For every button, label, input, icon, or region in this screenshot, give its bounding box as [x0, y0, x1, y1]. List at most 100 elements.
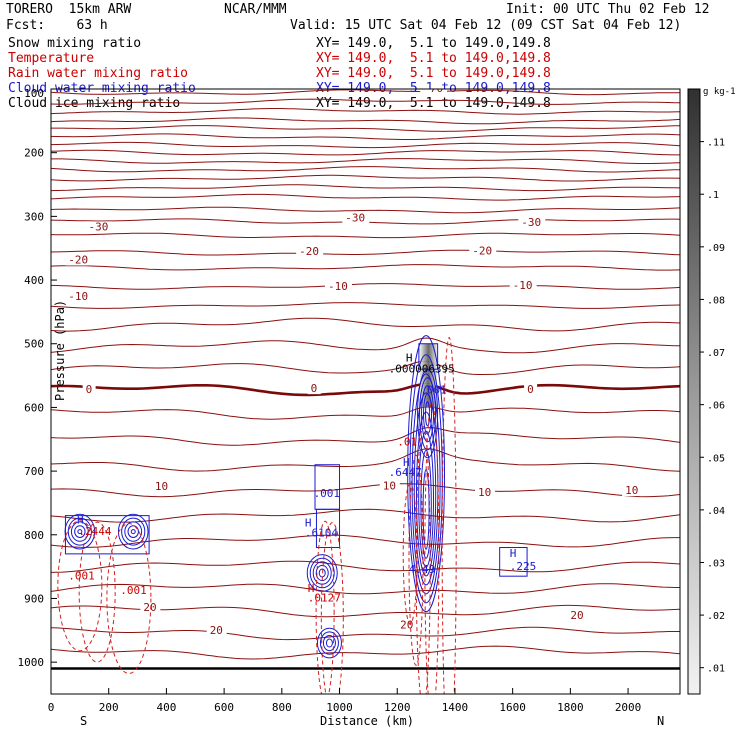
isotherm-label-background	[524, 383, 538, 395]
cloud-water-contour	[309, 557, 335, 589]
field-temperature-name: Temperature	[8, 51, 95, 66]
isotherm-label-background	[420, 89, 448, 95]
isotherm-label-background	[567, 609, 588, 621]
contour-annotation: H	[406, 352, 413, 365]
contour-annotation: .2444	[78, 525, 111, 538]
cloud-water-contour	[415, 411, 437, 577]
field-rain-xy: XY= 149.0, 5.1 to 149.0,149.8	[316, 66, 551, 81]
contour-annotation: .001	[68, 569, 95, 582]
isotherm-label-background	[379, 480, 400, 492]
cloud-water-contour	[315, 564, 329, 582]
rain-water-contour	[408, 454, 424, 666]
isotherm-label-background	[469, 245, 497, 257]
contour-annotation: .001	[420, 383, 447, 396]
cloud-water-contour	[322, 634, 336, 652]
contour-annotation: H	[403, 456, 410, 469]
temperature-isotherm	[51, 193, 680, 201]
organization-label: NCAR/MMM	[224, 2, 287, 17]
x-tick-label: 600	[214, 701, 234, 714]
temperature-isotherm	[51, 108, 680, 115]
valid-time: Valid: 15 UTC Sat 04 Feb 12 (09 CST Sat …	[290, 18, 682, 33]
colorbar-tick-label: .03	[707, 558, 725, 569]
y-tick-label: 300	[24, 210, 44, 223]
cloud-water-contour	[420, 449, 432, 559]
temperature-isotherm	[51, 406, 680, 420]
isotherm-label-background	[324, 281, 352, 293]
colorbar-tick-label: .04	[707, 506, 725, 517]
isotherm-label: -20	[299, 245, 319, 258]
x-tick-label: 400	[156, 701, 176, 714]
contour-annotation: .0127	[308, 592, 341, 605]
x-tick-label: 1000	[326, 701, 353, 714]
cloud-water-contour	[499, 547, 528, 577]
isotherm-label: -10	[68, 290, 88, 303]
isotherm-label: -30	[521, 216, 541, 229]
cloud-water-contour	[409, 354, 443, 604]
isotherm-label: -30	[345, 211, 365, 224]
y-tick-label: 500	[24, 338, 44, 351]
x-tick-label: 1200	[384, 701, 411, 714]
temperature-isotherm	[51, 483, 680, 498]
isotherm-label-background	[206, 625, 227, 637]
y-tick-label: 100	[24, 87, 44, 100]
x-tick-label: 1600	[499, 701, 526, 714]
isotherm-label: 10	[383, 480, 396, 493]
rain-water-contour	[57, 520, 103, 652]
contour-annotation: H	[308, 582, 315, 595]
isotherm-label-background	[296, 246, 324, 258]
colorbar-tick-label: .1	[707, 190, 719, 201]
temperature-isotherm	[51, 166, 680, 173]
isotherm-label: 20	[210, 624, 223, 637]
contour-annotation: .6104	[305, 527, 338, 540]
colorbar-tick-label: .01	[707, 664, 725, 675]
colorbar-tick-label: .02	[707, 611, 725, 622]
cloud-water-contour	[77, 529, 83, 535]
rain-water-contour	[78, 521, 116, 663]
x-tick-label: 200	[99, 701, 119, 714]
rain-water-contour	[441, 337, 457, 694]
x-tick-label: 800	[272, 701, 292, 714]
y-tick-label: 400	[24, 274, 44, 287]
contour-annotation: 4.49	[409, 563, 436, 576]
contour-annotation: .225	[510, 560, 537, 573]
temperature-isotherm	[51, 337, 680, 354]
colorbar-tick-label: .05	[707, 453, 725, 464]
cloud-water-contour	[127, 525, 139, 538]
contour-annotation: .001	[120, 584, 147, 597]
colorbar-tick-label: .11	[707, 138, 725, 149]
isotherm-label-background	[342, 212, 370, 224]
contour-annotation: .01	[397, 436, 417, 449]
isotherm-label-background	[65, 290, 93, 302]
isotherm-label: -10	[328, 280, 348, 293]
contour-annotation: H	[77, 513, 84, 526]
isotherm-label-background	[65, 254, 93, 266]
temperature-isotherm	[51, 427, 680, 446]
y-tick-label: 600	[24, 401, 44, 414]
temperature-isotherm	[51, 534, 680, 548]
isotherm-label-background	[85, 221, 113, 233]
isotherm-label: -20	[472, 245, 492, 258]
x-tick-label: 0	[48, 701, 55, 714]
freezing-level-isotherm	[51, 382, 680, 397]
isotherm-label-background	[307, 383, 321, 395]
isotherm-label: 10	[478, 486, 491, 499]
temperature-isotherm	[51, 174, 680, 182]
cloud-water-contour	[74, 525, 86, 538]
isotherm-label: -30	[89, 220, 109, 233]
rain-water-contour	[424, 402, 440, 694]
cloud-water-contour	[419, 377, 437, 451]
x-axis-label: Distance (km)	[320, 714, 414, 728]
isotherm-label: -70	[423, 82, 443, 95]
temperature-isotherm	[51, 125, 680, 132]
cloud-water-contour	[411, 373, 441, 595]
y-tick-label: 800	[24, 529, 44, 542]
cloud-water-contour	[407, 335, 445, 613]
cloud-water-contour	[316, 627, 342, 659]
y-tick-label: 1000	[18, 656, 45, 669]
cloud-water-contour	[64, 515, 150, 555]
temperature-isotherm	[51, 583, 680, 595]
cloud-water-contour	[121, 517, 146, 546]
cloud-water-contour	[418, 430, 434, 568]
cloud-water-contour	[319, 631, 339, 655]
